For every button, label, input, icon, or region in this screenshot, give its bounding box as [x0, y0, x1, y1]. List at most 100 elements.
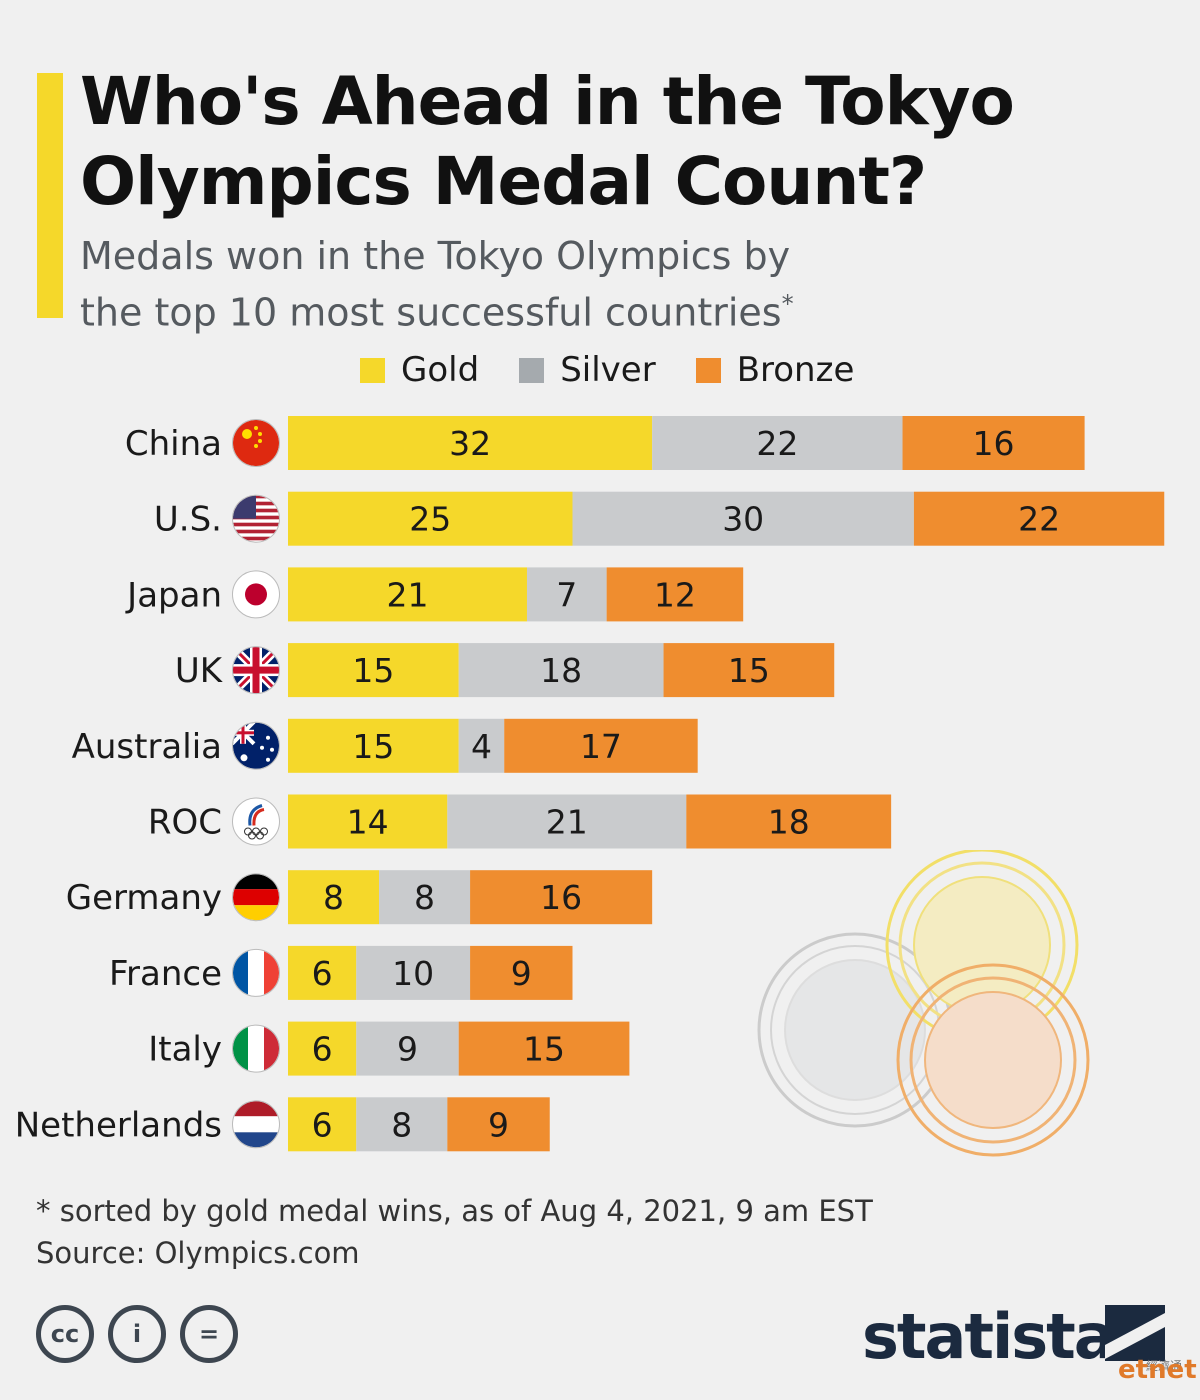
bar-silver: [356, 945, 471, 1000]
bar-silver: [379, 870, 471, 925]
legend-swatch-bronze: [695, 357, 721, 383]
legend-item-silver: Silver: [519, 350, 656, 390]
bar-gold: [288, 1097, 357, 1152]
data-label-bronze: 16: [540, 878, 582, 917]
data-label-bronze: 22: [1018, 500, 1060, 539]
bar-gold: [288, 945, 357, 1000]
footnote-source: Source: Olympics.com: [36, 1236, 360, 1270]
data-label-silver: 4: [471, 727, 492, 766]
legend-label-gold: Gold: [401, 350, 480, 390]
france-flag-icon: [232, 948, 280, 997]
chart-title: Who's Ahead in the Tokyo Olympics Medal …: [80, 63, 1015, 220]
data-label-bronze: 9: [511, 954, 532, 993]
subtitle-marker: *: [781, 290, 794, 318]
bar-silver: [526, 567, 607, 622]
bar-gold: [288, 718, 459, 773]
country-label: UK: [175, 651, 224, 691]
bar-bronze: [504, 718, 698, 773]
bar-gold: [288, 491, 573, 546]
data-label-gold: 25: [409, 500, 451, 539]
data-label-gold: 6: [312, 954, 333, 993]
legend-swatch-silver: [519, 357, 545, 383]
cc-icon[interactable]: cc: [36, 1305, 94, 1363]
bar-bronze: [686, 794, 892, 849]
uk-flag-icon: [232, 646, 280, 695]
country-label: Japan: [125, 575, 222, 615]
chart-subtitle: Medals won in the Tokyo Olympics by the …: [80, 232, 1080, 337]
partner-chinese-label: 經濟通: [1146, 1359, 1183, 1373]
bar-gold: [288, 1021, 357, 1076]
no-derivatives-icon[interactable]: =: [180, 1305, 238, 1363]
bar-gold: [288, 870, 380, 925]
bar-silver: [458, 718, 505, 773]
data-label-bronze: 18: [768, 803, 810, 842]
data-label-silver: 22: [756, 424, 798, 463]
bar-gold: [288, 567, 527, 622]
legend-label-bronze: Bronze: [736, 350, 855, 390]
data-label-gold: 8: [323, 878, 344, 917]
data-label-silver: 8: [391, 1105, 412, 1144]
decorative-medals-icon: [757, 850, 1090, 1157]
china-flag-icon: [232, 419, 280, 467]
us-flag-icon: [232, 494, 280, 543]
bar-bronze: [458, 1021, 630, 1076]
data-label-gold: 21: [386, 575, 428, 614]
data-label-silver: 8: [414, 878, 435, 917]
subtitle-line-1: Medals won in the Tokyo Olympics by: [80, 234, 791, 278]
bar-silver: [572, 491, 914, 546]
footnote-sorting: * sorted by gold medal wins, as of Aug 4…: [36, 1194, 873, 1228]
data-label-silver: 10: [392, 954, 434, 993]
data-label-silver: 9: [397, 1030, 418, 1069]
legend-swatch-gold: [360, 357, 385, 383]
legend-item-gold: Gold: [360, 350, 479, 390]
data-label-gold: 14: [347, 803, 389, 842]
data-label-bronze: 17: [580, 727, 622, 766]
bar-bronze: [663, 643, 835, 698]
australia-flag-icon: [232, 721, 280, 770]
bar-bronze: [470, 870, 653, 925]
bar-bronze: [902, 416, 1085, 470]
statista-mark-icon: [1105, 1305, 1165, 1361]
bar-bronze: [447, 1097, 550, 1152]
data-label-silver: 30: [722, 500, 764, 539]
data-label-bronze: 12: [654, 575, 696, 614]
country-label: France: [109, 954, 222, 994]
data-label-gold: 32: [449, 424, 491, 463]
chart-legend: Gold Silver Bronze: [360, 350, 894, 390]
data-label-bronze: 15: [728, 651, 770, 690]
data-label-gold: 6: [312, 1105, 333, 1144]
country-label: Italy: [148, 1030, 222, 1070]
attribution-icon[interactable]: i: [108, 1305, 166, 1363]
bar-silver: [652, 416, 903, 470]
subtitle-line-2: the top 10 most successful countries: [80, 290, 782, 335]
japan-flag-icon: [232, 570, 280, 619]
country-label: China: [125, 424, 222, 464]
data-label-silver: 7: [556, 575, 577, 614]
bar-gold: [288, 416, 653, 470]
country-label: Netherlands: [15, 1105, 222, 1145]
bar-bronze: [913, 491, 1165, 546]
bar-gold: [288, 794, 448, 849]
footnote: * sorted by gold medal wins, as of Aug 4…: [36, 1190, 873, 1274]
bar-bronze: [606, 567, 744, 622]
data-label-silver: 21: [546, 803, 588, 842]
country-label: U.S.: [154, 500, 222, 540]
roc-flag-icon: [232, 797, 280, 846]
bar-silver: [356, 1097, 448, 1152]
netherlands-flag-icon: [232, 1100, 280, 1149]
data-label-gold: 6: [312, 1030, 333, 1069]
country-label: Australia: [72, 727, 222, 767]
country-label: Germany: [66, 878, 222, 918]
data-label-gold: 15: [352, 651, 394, 690]
bar-silver: [356, 1021, 459, 1076]
data-label-gold: 15: [352, 727, 394, 766]
data-label-silver: 18: [540, 651, 582, 690]
data-label-bronze: 9: [488, 1105, 509, 1144]
italy-flag-icon: [232, 1024, 280, 1073]
bar-silver: [447, 794, 687, 849]
statista-logo[interactable]: statista: [862, 1300, 1116, 1373]
title-accent-bar: [37, 73, 63, 318]
bar-silver: [458, 643, 664, 698]
data-label-bronze: 16: [973, 424, 1015, 463]
